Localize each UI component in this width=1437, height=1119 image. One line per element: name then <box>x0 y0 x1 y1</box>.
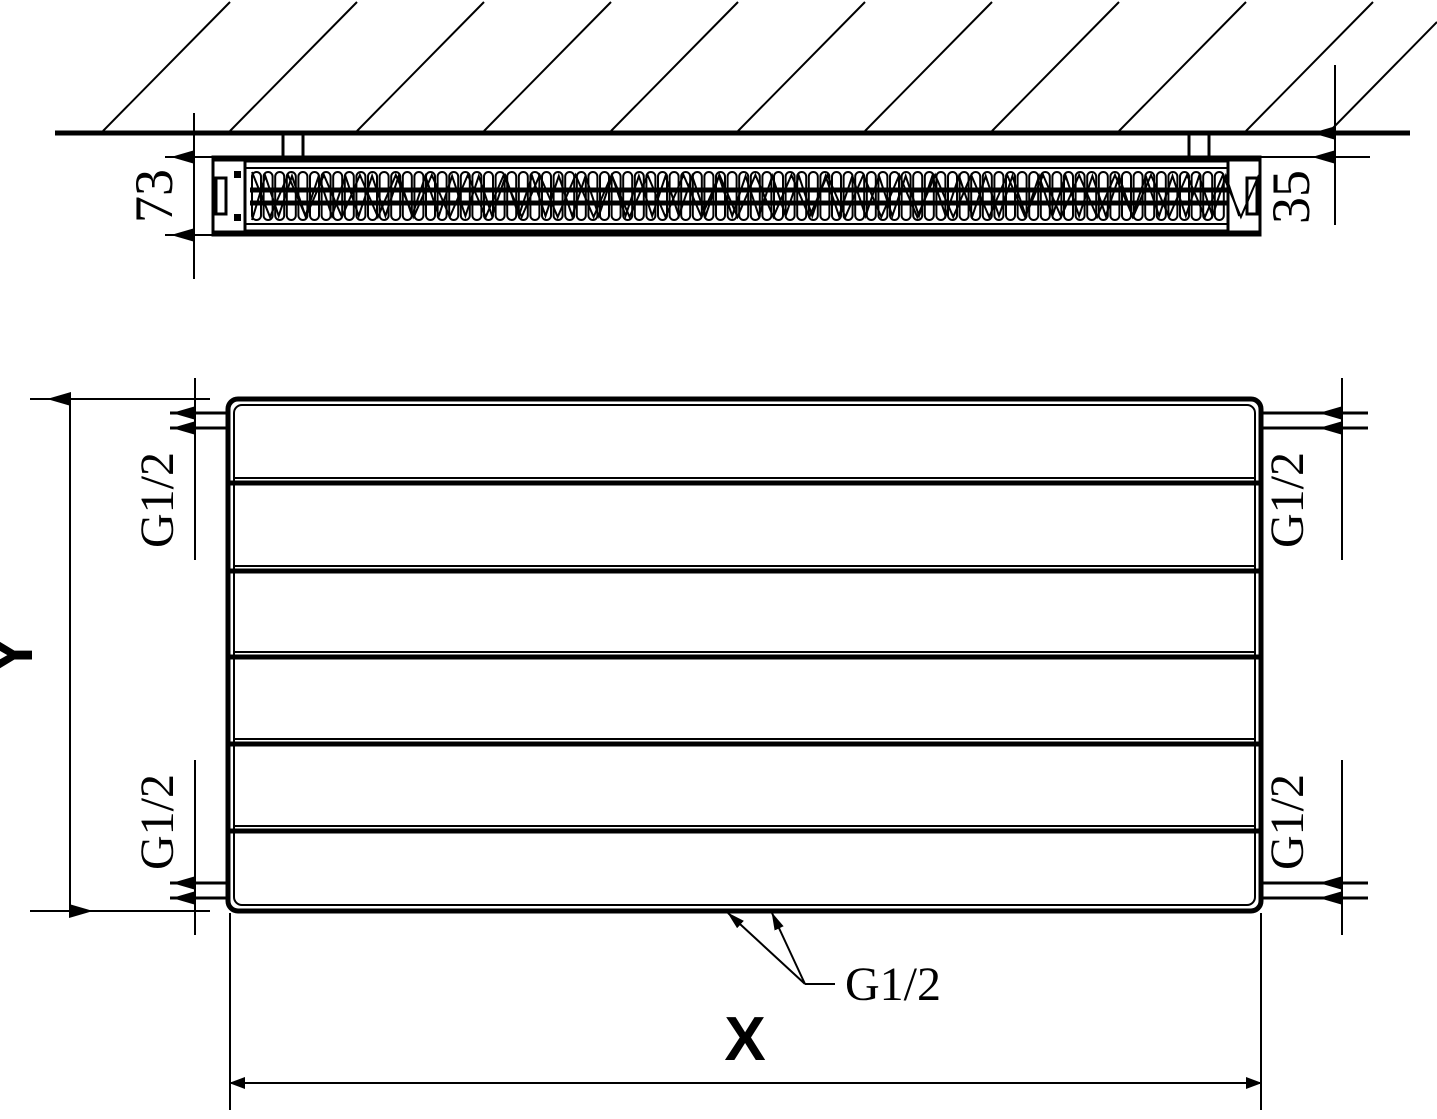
end-cap-left <box>211 158 247 234</box>
band-separator-1 <box>228 477 1261 486</box>
connection-stub-top-right <box>1261 411 1368 430</box>
connection-stub-bottom-right <box>1261 881 1368 900</box>
radiator-cross-section <box>211 155 1262 237</box>
panel-band-separators <box>228 477 1261 834</box>
dimension-height-Y <box>30 392 210 918</box>
label-g12-bottom-left: G1/2 <box>131 774 184 870</box>
dimension-gap-35 <box>1260 65 1370 225</box>
wall-hatching-group <box>55 1 1437 136</box>
label-g12-top-right: G1/2 <box>1261 452 1314 548</box>
band-separator-4 <box>228 738 1261 747</box>
dimension-label-Y: Y <box>0 634 46 675</box>
band-separator-5 <box>228 825 1261 834</box>
dimension-depth-73 <box>165 113 250 279</box>
label-g12-bottom-center: G1/2 <box>845 958 941 1011</box>
connection-stub-top-left <box>170 411 228 430</box>
front-view-panel <box>225 396 1264 914</box>
dimension-label-35: 35 <box>1261 170 1321 224</box>
left-port <box>214 176 228 216</box>
label-g12-top-left: G1/2 <box>131 452 184 548</box>
dimension-label-X: X <box>724 1005 765 1074</box>
connection-stub-bottom-left <box>170 881 228 900</box>
leader-g12-bottom-center <box>727 912 835 985</box>
band-separator-3 <box>228 651 1261 660</box>
label-g12-bottom-right: G1/2 <box>1261 774 1314 870</box>
dimension-label-73: 73 <box>124 169 184 223</box>
dimension-width-X <box>229 913 1262 1110</box>
band-separator-2 <box>228 565 1261 574</box>
hatch-lines <box>102 1 1437 132</box>
right-port <box>1245 176 1259 216</box>
